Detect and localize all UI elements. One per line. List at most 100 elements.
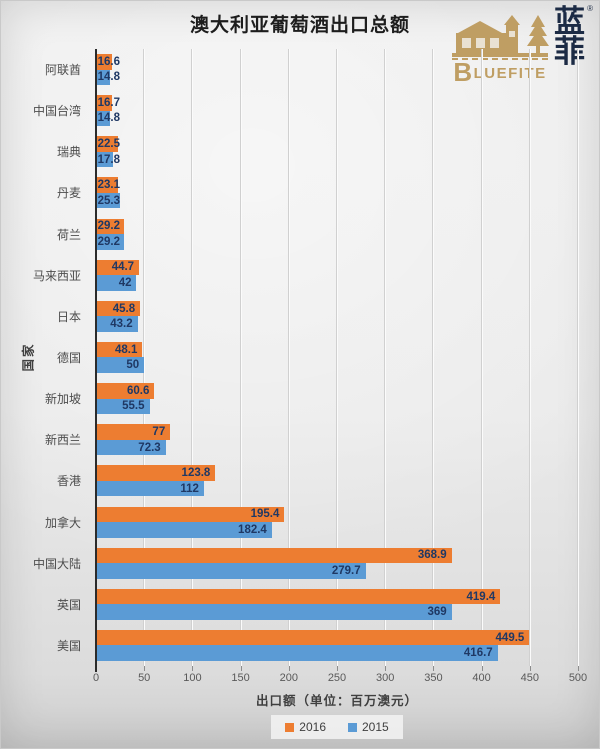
x-tick-label: 0 [92,672,100,684]
tick-mark [481,666,483,671]
data-label: 368.9 [417,549,447,562]
x-tick-label: 300 [376,672,395,684]
data-label: 29.2 [97,220,120,233]
data-label: 369 [427,606,447,619]
data-label: 77 [152,426,166,438]
data-label: 48.1 [114,343,138,356]
gridline [191,49,194,666]
bar-2015: 416.7 [96,645,498,661]
bar-2016: 23.1 [96,177,120,193]
category-row: 16.7 14.8 [96,90,578,131]
bar-2016: 123.8 [96,465,216,481]
data-label: 42 [118,276,132,289]
x-axis-title: 出口额（单位：百万澳元） [255,694,418,708]
category-row: 60.6 55.5 [96,378,578,419]
data-label: 112 [180,482,199,495]
data-label: 23.1 [97,179,120,192]
gridline [239,49,242,666]
data-label: 60.6 [127,384,150,397]
data-label: 55.5 [122,400,145,413]
tick-mark [144,666,146,671]
category-row: 48.1 50 [96,337,578,378]
legend-swatch-2015 [348,722,357,732]
category-label: 中国大陆 [32,556,81,571]
category-label: 马来西亚 [32,268,81,283]
category-axis-labels: 阿联酋 中国台湾 瑞典 丹麦 荷兰 马来西亚 日本 德国 新加坡 新西兰 香港 加拿大 中国大陆 英国 美国 [1,49,88,666]
category-label: 中国台湾 [32,104,81,119]
category-row: 123.8 112 [96,460,578,501]
tick-mark [433,666,435,671]
data-label: 16.6 [97,55,120,68]
x-tick-label: 150 [231,672,250,684]
gridline [577,49,579,666]
legend-item-2015: 2015 [348,720,389,734]
category-row: 45.8 43.2 [96,296,578,337]
tick-mark [288,666,290,671]
data-label: 449.5 [495,631,525,644]
data-label: 43.2 [110,318,133,331]
bar-2016: 22.5 [96,136,120,152]
x-tick-label: 500 [568,672,588,684]
y-axis-line [95,49,97,672]
castle-tree-icon [452,15,549,60]
category-row: 419.4 369 [96,584,578,625]
data-label: 25.3 [97,194,120,207]
category-label: 日本 [56,309,81,324]
bar-2015: 72.3 [96,439,166,456]
category-label: 美国 [56,638,81,653]
data-label: 195.4 [250,508,280,521]
category-row: 23.1 25.3 [96,172,578,213]
bar-2016: 44.7 [96,259,140,276]
bar-2016: 368.9 [96,547,452,564]
data-label: 416.7 [463,647,493,660]
data-label: 72.3 [138,441,161,454]
category-row: 449.5 416.7 [96,625,578,666]
legend-swatch-2016 [285,722,295,732]
brand-wordmark: BLUEFITE [453,57,547,87]
bar-2016: 449.5 [96,629,530,646]
data-label: 17.8 [97,153,120,166]
tick-mark [385,666,387,671]
bar-2015: 55.5 [96,398,150,415]
data-label: 14.8 [97,112,120,125]
category-row: 44.7 42 [96,255,578,296]
bar-2016: 77 [96,424,171,440]
x-tick-label: 350 [424,672,443,684]
x-tick-label: 200 [279,672,298,684]
category-label: 阿联酋 [44,63,81,78]
category-label: 英国 [56,597,81,612]
x-tick-label: 400 [472,672,491,684]
bar-rows: 16.6 14.8 16.7 14.8 22.5 17.8 23.1 25.3 29.2 29.2… [96,49,578,666]
data-label: 16.7 [97,96,120,109]
data-label: 50 [126,359,140,372]
bar-2015: 50 [96,357,145,373]
category-label: 瑞典 [56,145,81,160]
bluefite-logo: BLUEFITE ® 蓝 菲 [450,4,593,87]
bar-2015: 14.8 [96,69,120,86]
bar-2015: 369 [96,604,452,620]
x-tick-label: 50 [138,672,151,684]
brand-chinese-name: ® 蓝 菲 [554,4,593,70]
legend: 2016 2015 [96,715,578,739]
data-label: 29.2 [97,235,120,248]
data-label: 182.4 [238,523,267,536]
data-label: 123.8 [181,467,211,480]
bar-2016: 16.7 [96,95,120,111]
category-label: 香港 [56,474,81,489]
bar-2016: 48.1 [96,341,143,358]
category-label: 新加坡 [44,392,81,407]
category-label: 德国 [56,350,81,365]
x-tick-label: 450 [520,672,539,684]
bar-2016: 195.4 [96,506,285,523]
data-label: 419.4 [466,590,496,603]
gridline [384,49,387,666]
chart-title: 澳大利亚葡萄酒出口总额 [189,15,410,36]
tick-mark [578,666,579,671]
bar-2016: 29.2 [96,218,125,235]
tick-mark [529,666,531,671]
gridline [528,49,531,666]
category-label: 新西兰 [44,433,81,448]
bar-2015: 112 [96,480,204,497]
bar-2015: 182.4 [96,522,272,538]
